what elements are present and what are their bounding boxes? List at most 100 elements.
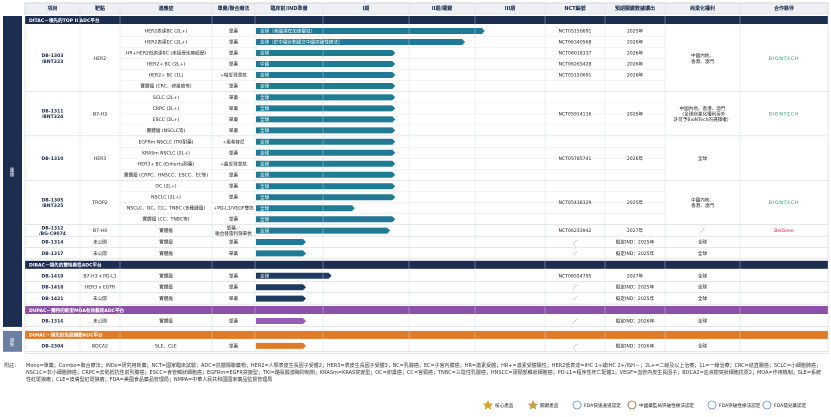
readout: 2027年 (627, 227, 644, 234)
bar-label: 全球 (260, 72, 270, 79)
readout: 擬定IND：2025年 (616, 250, 655, 257)
therapy: 單藥 (229, 342, 239, 349)
bar-label: 全球（於中國計劃遞交中國突破性療法） (260, 39, 343, 46)
bar-label: 全球 (260, 127, 270, 134)
therapy: 單藥 (229, 194, 239, 201)
target: 未公開 (93, 239, 107, 246)
readout: 2026年 (627, 50, 644, 57)
drug-name: DB-1303 (41, 53, 63, 59)
rights: 全球 (698, 295, 708, 302)
indication: 實體瘤 (159, 239, 173, 246)
drug-name: /BG-C9074 (39, 231, 66, 237)
therapy: 單藥 (229, 171, 239, 178)
section-title: DIMAC－領先的免疫調節ADC平台 (29, 332, 103, 339)
therapy: 單藥／ (227, 224, 241, 231)
legend-icon (762, 400, 772, 410)
progress-bar (256, 116, 396, 123)
bar-label: 中國 (260, 61, 270, 68)
indication: SLE、CLE (155, 343, 177, 349)
nct-number: ／ (573, 343, 578, 349)
header-cell: 靶點 (95, 5, 105, 12)
progress-bar (256, 138, 396, 145)
section-bar (25, 306, 828, 314)
therapy: 單藥 (229, 83, 239, 90)
rights: 全球 (698, 318, 708, 325)
progress-bar (256, 28, 485, 34)
readout: 2025年 (627, 199, 644, 206)
bar-label: 全球 (260, 183, 270, 190)
section-bar (25, 260, 828, 269)
footnote-text: Mono=單藥；Combo=聯合療法；INDs=研究用新藥；NCT=國家臨床試驗… (26, 363, 822, 383)
progress-bar (256, 160, 396, 167)
target: 未公開 (93, 318, 107, 325)
target: HER3 x EGFR (85, 285, 116, 291)
header-cell: I期 (363, 5, 370, 12)
therapy: 單藥 (229, 149, 239, 156)
therapy: 單藥 (229, 61, 239, 68)
drug-name: DB-1311 (41, 109, 63, 115)
legend-label: FDA孤兒藥認定 (774, 402, 807, 409)
band-bg (3, 330, 22, 352)
progress-bar (256, 239, 306, 245)
therapy: +奧希替尼 (222, 138, 245, 145)
therapy: +PD-L1/VEGF雙抗 (213, 205, 254, 212)
progress-bar (256, 205, 355, 212)
indication: SCLC (2L+) (153, 95, 179, 101)
drug-name: DB-1314 (41, 240, 63, 246)
therapy: 單藥 (229, 116, 239, 123)
progress-bar (256, 194, 396, 201)
readout: 2025年 (627, 28, 644, 35)
target: HER2 (94, 56, 107, 62)
rights: 全球 (698, 239, 708, 246)
rights: 中國內地、香港、澳門 (680, 105, 726, 112)
therapy: 聯合替雷利珠單抗 (215, 230, 252, 237)
bar-label: 全球（美國潛在加速審批） (260, 28, 315, 35)
bar-label: 全球 (260, 194, 270, 201)
indication: EGFRm NSCLC (TKI耐藥) (139, 138, 194, 145)
rights: ／ (700, 228, 705, 234)
section-bar (25, 330, 828, 339)
rights: 全球 (698, 272, 708, 279)
target: TROP2 (91, 200, 107, 206)
bar-label: 全球 (260, 83, 270, 90)
indication: 實體瘤 (159, 284, 173, 291)
legend-label: FDA突破性療法認定 (719, 402, 761, 409)
drug-name: DB-1310 (41, 156, 63, 162)
drug-name: /BNT323 (42, 59, 64, 65)
progress-bar (256, 216, 396, 223)
drug-name: DB-1316 (41, 319, 63, 325)
progress-bar (256, 272, 332, 279)
readout: 擬定IND：2025年 (616, 295, 655, 302)
indication: HR+HER2低表達BC (未接受化療經歷) (126, 50, 206, 57)
progress-bar (256, 183, 396, 190)
indication: ESCC (2L+) (153, 117, 180, 123)
therapy: 單藥 (229, 127, 239, 134)
drug-name: DB-1419 (41, 273, 63, 279)
readout: 2026年 (627, 72, 644, 79)
readout: 2027年 (627, 272, 644, 279)
readout: 擬定IND：2026年 (616, 318, 655, 325)
bar-label: 全球 (260, 273, 270, 280)
bar-label: 全球 (260, 161, 270, 168)
therapy: 單藥 (229, 239, 239, 246)
target: B7-H3 x PD-L1 (83, 273, 116, 279)
progress-bar (256, 94, 396, 101)
progress-bar (256, 61, 396, 67)
drug-name: DB-1312 (41, 225, 63, 231)
rights: 全球 (698, 250, 708, 257)
bar-label: 全球 (260, 94, 270, 101)
nct-number: NCT06018337 (559, 51, 592, 57)
indication: 實體瘤 (CRC、卵巢癌等) (140, 83, 191, 90)
progress-bar (256, 250, 306, 257)
therapy: 單藥 (229, 318, 239, 325)
drug-name: /BNT324 (42, 114, 64, 120)
section-bar (25, 16, 828, 24)
indication: KRASm NSCLC (2L+) (142, 150, 190, 156)
indication: 實體瘤 (CRPC、HNSCC、ESCC、EC等) (124, 171, 208, 178)
rights: 中國內地、 (691, 52, 714, 59)
header-cell: 單藥/聯合療法 (218, 5, 250, 12)
nct-number: ／ (573, 251, 578, 257)
progress-bar (256, 149, 396, 156)
legend-icon (572, 400, 582, 410)
section-title: DITAC－領先的TOP II ADC平台 (29, 17, 100, 24)
